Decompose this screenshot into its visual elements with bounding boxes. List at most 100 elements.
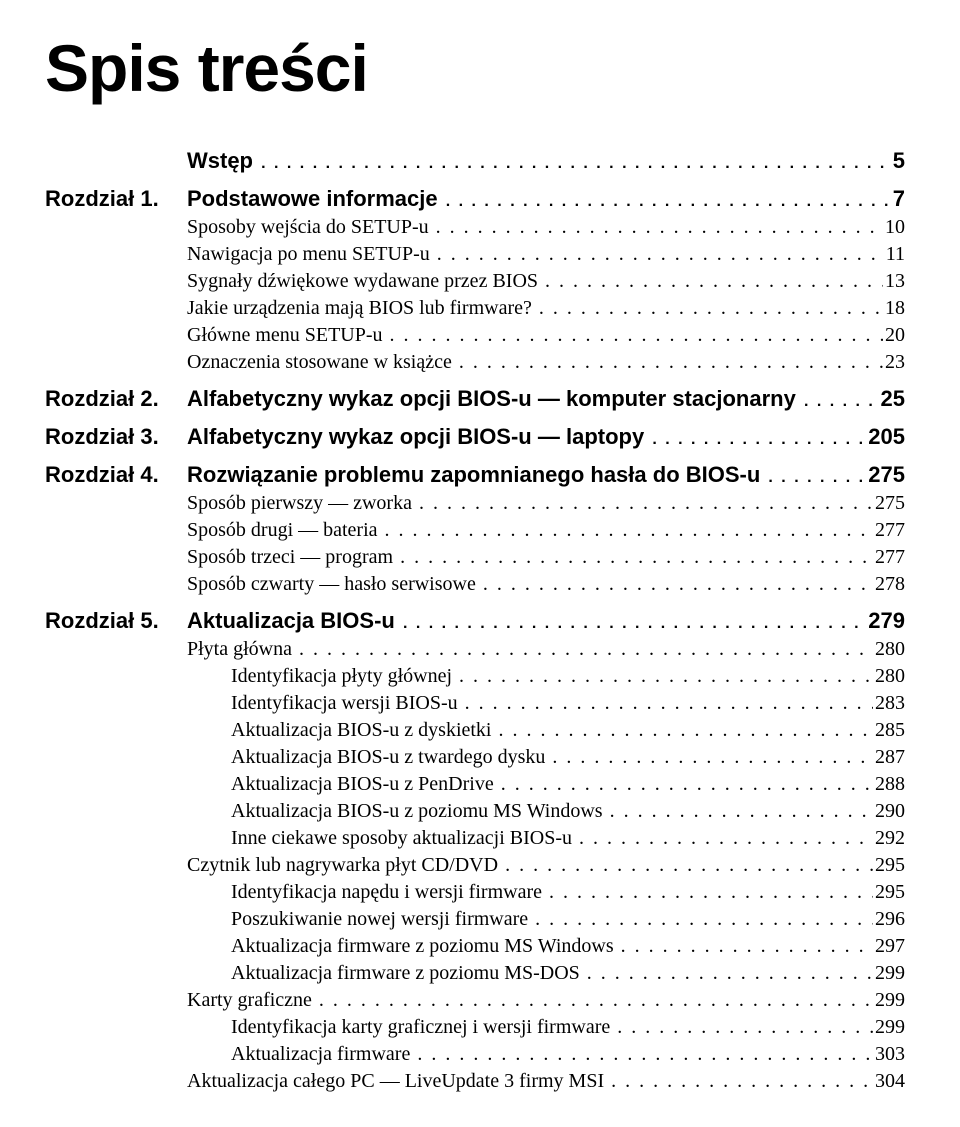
leader-dots: . . . . . . . . . . . . . . . . . . . . … <box>417 1043 873 1066</box>
toc-entry-row: Aktualizacja firmware z poziomu MS Windo… <box>45 935 905 958</box>
leader-dots: . . . . . . . . . . . . . . . . . . . . … <box>617 1016 873 1039</box>
chapter-page: 25 <box>881 386 905 412</box>
entry-title: Nawigacja po menu SETUP-u <box>187 243 435 266</box>
toc-entry-row: Aktualizacja BIOS-u z dyskietki . . . . … <box>45 719 905 742</box>
entry-title: Aktualizacja firmware <box>231 1043 415 1066</box>
entry-title: Poszukiwanie nowej wersji firmware <box>231 908 533 931</box>
toc-entry-row: Jakie urządzenia mają BIOS lub firmware?… <box>45 297 905 320</box>
entry-page: 280 <box>875 665 905 688</box>
toc-entry-row: Sposoby wejścia do SETUP-u . . . . . . .… <box>45 216 905 239</box>
entry-title: Identyfikacja napędu i wersji firmware <box>231 881 547 904</box>
toc-chapter-row: Wstęp . . . . . . . . . . . . . . . . . … <box>45 148 905 174</box>
toc-entry-row: Aktualizacja BIOS-u z poziomu MS Windows… <box>45 800 905 823</box>
leader-dots: . . . . . . . . . . . . . . . . . . . . … <box>652 431 866 449</box>
leader-dots: . . . . . . . . . . . . . . . . . . . . … <box>611 1070 873 1093</box>
leader-dots: . . . . . . . . . . . . . . . . . . . . … <box>579 827 873 850</box>
entry-title: Identyfikacja wersji BIOS-u <box>231 692 463 715</box>
entry-title: Aktualizacja BIOS-u z twardego dysku <box>231 746 550 769</box>
entry-title: Sygnały dźwiękowe wydawane przez BIOS <box>187 270 543 293</box>
chapter-title: Aktualizacja BIOS-u <box>187 608 401 634</box>
entry-title: Sposób pierwszy — zworka <box>187 492 417 515</box>
chapter-label: Rozdział 1. <box>45 186 187 212</box>
leader-dots: . . . . . . . . . . . . . . . . . . . . … <box>549 881 873 904</box>
page-title: Spis treści <box>45 30 905 106</box>
leader-dots: . . . . . . . . . . . . . . . . . . . . … <box>483 573 873 596</box>
entry-page: 288 <box>875 773 905 796</box>
chapter-page: 7 <box>893 186 905 212</box>
entry-title: Główne menu SETUP-u <box>187 324 388 347</box>
chapter-title: Wstęp <box>187 148 259 174</box>
entry-page: 296 <box>875 908 905 931</box>
toc-entry-row: Główne menu SETUP-u . . . . . . . . . . … <box>45 324 905 347</box>
toc-entry-row: Identyfikacja wersji BIOS-u . . . . . . … <box>45 692 905 715</box>
entry-page: 290 <box>875 800 905 823</box>
toc-entry-row: Identyfikacja napędu i wersji firmware .… <box>45 881 905 904</box>
entry-title: Czytnik lub nagrywarka płyt CD/DVD <box>187 854 503 877</box>
toc-entry-row: Aktualizacja firmware . . . . . . . . . … <box>45 1043 905 1066</box>
leader-dots: . . . . . . . . . . . . . . . . . . . . … <box>459 351 883 374</box>
leader-dots: . . . . . . . . . . . . . . . . . . . . … <box>400 546 873 569</box>
leader-dots: . . . . . . . . . . . . . . . . . . . . … <box>804 393 879 411</box>
leader-dots: . . . . . . . . . . . . . . . . . . . . … <box>385 519 873 542</box>
entry-title: Aktualizacja całego PC — LiveUpdate 3 fi… <box>187 1070 609 1093</box>
toc-chapter-row: Rozdział 4.Rozwiązanie problemu zapomnia… <box>45 462 905 488</box>
leader-dots: . . . . . . . . . . . . . . . . . . . . … <box>768 469 866 487</box>
entry-page: 304 <box>875 1070 905 1093</box>
chapter-title: Alfabetyczny wykaz opcji BIOS-u — komput… <box>187 386 802 412</box>
toc-chapter-row: Rozdział 1.Podstawowe informacje . . . .… <box>45 186 905 212</box>
leader-dots: . . . . . . . . . . . . . . . . . . . . … <box>436 216 883 239</box>
toc-entry-row: Karty graficzne . . . . . . . . . . . . … <box>45 989 905 1012</box>
toc-chapter-row: Rozdział 5.Aktualizacja BIOS-u . . . . .… <box>45 608 905 634</box>
leader-dots: . . . . . . . . . . . . . . . . . . . . … <box>390 324 883 347</box>
entry-page: 283 <box>875 692 905 715</box>
entry-title: Jakie urządzenia mają BIOS lub firmware? <box>187 297 537 320</box>
entry-page: 277 <box>875 546 905 569</box>
leader-dots: . . . . . . . . . . . . . . . . . . . . … <box>437 243 884 266</box>
entry-page: 10 <box>885 216 905 239</box>
toc-entry-row: Identyfikacja płyty głównej . . . . . . … <box>45 665 905 688</box>
entry-page: 299 <box>875 1016 905 1039</box>
entry-title: Inne ciekawe sposoby aktualizacji BIOS-u <box>231 827 577 850</box>
chapter-label: Rozdział 2. <box>45 386 187 412</box>
entry-title: Płyta główna <box>187 638 297 661</box>
toc-entry-row: Inne ciekawe sposoby aktualizacji BIOS-u… <box>45 827 905 850</box>
toc-entry-row: Sposób czwarty — hasło serwisowe . . . .… <box>45 573 905 596</box>
toc-entry-row: Aktualizacja BIOS-u z twardego dysku . .… <box>45 746 905 769</box>
toc-chapter-row: Rozdział 3.Alfabetyczny wykaz opcji BIOS… <box>45 424 905 450</box>
toc-entry-row: Nawigacja po menu SETUP-u . . . . . . . … <box>45 243 905 266</box>
entry-page: 295 <box>875 881 905 904</box>
entry-title: Sposób czwarty — hasło serwisowe <box>187 573 481 596</box>
entry-title: Identyfikacja karty graficznej i wersji … <box>231 1016 615 1039</box>
entry-page: 299 <box>875 989 905 1012</box>
chapter-label: Rozdział 3. <box>45 424 187 450</box>
entry-page: 295 <box>875 854 905 877</box>
leader-dots: . . . . . . . . . . . . . . . . . . . . … <box>459 665 873 688</box>
leader-dots: . . . . . . . . . . . . . . . . . . . . … <box>545 270 883 293</box>
chapter-page: 205 <box>868 424 905 450</box>
entry-title: Aktualizacja BIOS-u z dyskietki <box>231 719 497 742</box>
entry-title: Aktualizacja BIOS-u z poziomu MS Windows <box>231 800 608 823</box>
leader-dots: . . . . . . . . . . . . . . . . . . . . … <box>587 962 873 985</box>
chapter-page: 275 <box>868 462 905 488</box>
entry-title: Identyfikacja płyty głównej <box>231 665 457 688</box>
entry-page: 13 <box>885 270 905 293</box>
toc-entry-row: Poszukiwanie nowej wersji firmware . . .… <box>45 908 905 931</box>
entry-title: Aktualizacja firmware z poziomu MS Windo… <box>231 935 619 958</box>
entry-page: 20 <box>885 324 905 347</box>
page-container: Spis treści Wstęp . . . . . . . . . . . … <box>0 0 960 1127</box>
entry-title: Aktualizacja firmware z poziomu MS-DOS <box>231 962 585 985</box>
toc-entry-row: Sygnały dźwiękowe wydawane przez BIOS . … <box>45 270 905 293</box>
chapter-title: Rozwiązanie problemu zapomnianego hasła … <box>187 462 766 488</box>
entry-title: Oznaczenia stosowane w książce <box>187 351 457 374</box>
toc-entry-row: Sposób drugi — bateria . . . . . . . . .… <box>45 519 905 542</box>
leader-dots: . . . . . . . . . . . . . . . . . . . . … <box>299 638 873 661</box>
leader-dots: . . . . . . . . . . . . . . . . . . . . … <box>621 935 873 958</box>
leader-dots: . . . . . . . . . . . . . . . . . . . . … <box>446 193 891 211</box>
entry-page: 23 <box>885 351 905 374</box>
entry-title: Karty graficzne <box>187 989 317 1012</box>
toc-entry-row: Aktualizacja firmware z poziomu MS-DOS .… <box>45 962 905 985</box>
leader-dots: . . . . . . . . . . . . . . . . . . . . … <box>501 773 873 796</box>
chapter-label: Rozdział 5. <box>45 608 187 634</box>
leader-dots: . . . . . . . . . . . . . . . . . . . . … <box>535 908 873 931</box>
entry-page: 299 <box>875 962 905 985</box>
